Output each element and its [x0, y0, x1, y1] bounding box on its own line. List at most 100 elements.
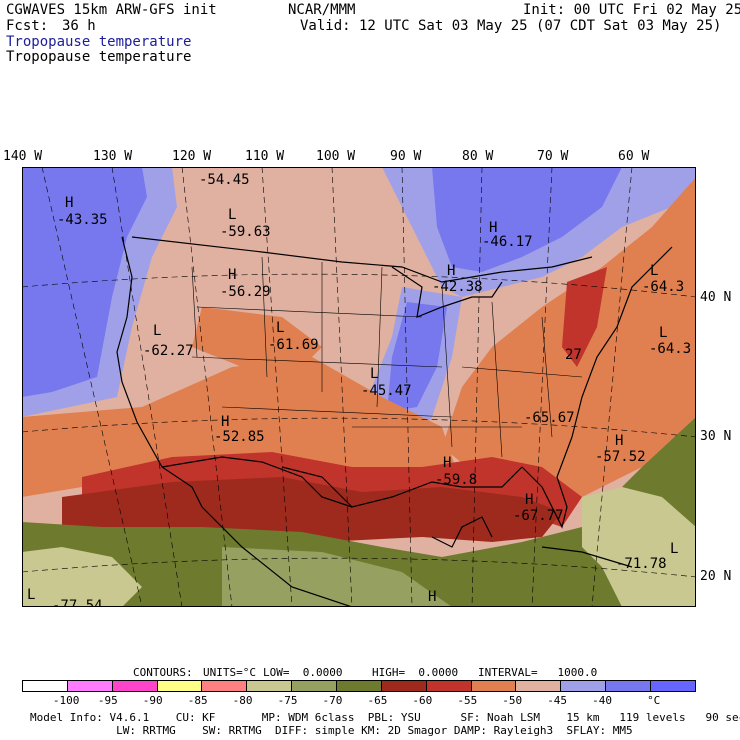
lon-label-120w: 120 W: [172, 149, 212, 164]
map-marker: L: [153, 323, 161, 339]
legend-tick-label: -75: [277, 694, 298, 707]
lat-label-30n: 30 N: [700, 429, 732, 444]
tropopause-temperature-map: H -43.35 -54.45 L -59.63 H -46.17 H -56.…: [22, 167, 696, 607]
legend-tick-label: -45: [547, 694, 568, 707]
legend-swatch: [516, 681, 562, 691]
forecast-label: Fcst:: [6, 18, 49, 34]
map-value: 27: [565, 347, 582, 363]
map-value: -52.85: [214, 429, 265, 445]
legend-swatch: [202, 681, 248, 691]
map-value: -64.3: [642, 279, 684, 295]
map-marker: H: [443, 455, 451, 471]
legend-swatch: [67, 681, 113, 691]
legend-tick-label: -50: [502, 694, 523, 707]
legend-tick-label: -90: [142, 694, 163, 707]
legend-tick-label: -80: [232, 694, 253, 707]
map-value: -64.3: [649, 341, 691, 357]
map-marker: L: [670, 541, 678, 557]
lon-label-60w: 60 W: [618, 149, 650, 164]
map-marker: H: [447, 263, 455, 279]
contours-units: UNITS=°C: [203, 666, 256, 679]
map-value: -59.63: [220, 224, 271, 240]
map-marker: H: [428, 589, 436, 605]
field-band-darkred-south: [62, 477, 562, 542]
legend-swatch: [112, 681, 158, 691]
map-value: -61.69: [268, 337, 319, 353]
field-band-lightolive-east: [582, 487, 696, 607]
map-value: -67.77: [513, 508, 564, 524]
coastline-gulf: [281, 466, 523, 508]
color-legend-bar: [22, 680, 696, 692]
map-value: -77.54: [52, 598, 103, 607]
map-marker: H: [221, 414, 229, 430]
model-info-line2: LW: RRTMG SW: RRTMG DIFF: simple KM: 2D …: [30, 724, 633, 737]
contours-interval: INTERVAL= 1000.0: [478, 666, 598, 679]
lon-label-90w: 90 W: [390, 149, 422, 164]
contours-high: HIGH= 0.0000: [372, 666, 459, 679]
great-lakes: [391, 266, 503, 318]
map-value: -43.35: [57, 212, 108, 228]
map-marker: L: [650, 263, 658, 279]
lat-label-20n: 20 N: [700, 569, 732, 584]
legend-tick-label: -85: [187, 694, 208, 707]
field-band-olive-mid: [222, 547, 452, 607]
field-band-blue-midwest: [387, 302, 447, 412]
lon-label-130w: 130 W: [93, 149, 133, 164]
map-value: -56.29: [220, 284, 271, 300]
coastline-west: [116, 236, 203, 508]
legend-tick-label: -70: [322, 694, 343, 707]
map-value: -45.47: [361, 383, 412, 399]
field-band-lightolive-west: [22, 547, 142, 607]
lon-label-140w: 140 W: [3, 149, 43, 164]
legend-swatch: [157, 681, 203, 691]
legend-tick-label: -95: [97, 694, 118, 707]
lon-label-100w: 100 W: [316, 149, 356, 164]
legend-tick-label: -40: [592, 694, 612, 707]
map-marker: L: [370, 366, 378, 382]
field-title-blue: Tropopause temperature: [6, 34, 192, 50]
graticule-lines: [22, 167, 696, 607]
model-info-line1: Model Info: V4.6.1 CU: KF MP: WDM 6class…: [30, 711, 740, 724]
yucatan: [431, 516, 493, 548]
map-marker: L: [659, 325, 667, 341]
legend-swatch: [292, 681, 338, 691]
coastline-east: [571, 246, 673, 438]
model-title: CGWAVES 15km ARW-GFS init: [6, 2, 217, 18]
map-marker: H: [489, 220, 497, 236]
state-lines: [191, 256, 583, 458]
field-band-orange-southwest: [22, 357, 462, 497]
field-title: Tropopause temperature: [6, 49, 192, 65]
map-value: -54.45: [199, 172, 250, 188]
mexico-coast-pacific: [201, 506, 353, 607]
field-band-orange-plains: [192, 307, 322, 367]
lon-label-80w: 80 W: [462, 149, 494, 164]
legend-swatch: [381, 681, 427, 691]
map-marker: H: [525, 492, 533, 508]
map-value: -46.17: [482, 234, 533, 250]
map-marker: L: [228, 207, 236, 223]
legend-tick-label: -60: [412, 694, 433, 707]
org-label: NCAR/MMM: [288, 2, 356, 18]
field-band-blue-ne: [432, 167, 622, 272]
legend-swatch: [651, 681, 695, 691]
legend-swatch: [426, 681, 472, 691]
contours-label: CONTOURS:: [133, 666, 193, 679]
legend-swatch: [23, 681, 68, 691]
map-value: -59.8: [435, 472, 477, 488]
cuba: [541, 546, 633, 568]
legend-swatch: [561, 681, 607, 691]
contours-low: LOW= 0.0000: [263, 666, 343, 679]
map-marker: H: [228, 267, 236, 283]
map-marker: L: [276, 320, 284, 336]
map-value: -71.78: [616, 556, 667, 572]
lon-label-110w: 110 W: [245, 149, 285, 164]
init-time: Init: 00 UTC Fri 02 May 25: [523, 2, 740, 18]
map-marker: H: [65, 195, 73, 211]
valid-time: Valid: 12 UTC Sat 03 May 25 (07 CDT Sat …: [300, 18, 722, 34]
map-value: -65.67: [524, 410, 575, 426]
map-marker: L: [27, 587, 35, 603]
border-us-mexico: [161, 456, 353, 508]
lat-label-40n: 40 N: [700, 290, 732, 305]
legend-swatch: [471, 681, 517, 691]
legend-tick-label: -100: [52, 694, 80, 707]
